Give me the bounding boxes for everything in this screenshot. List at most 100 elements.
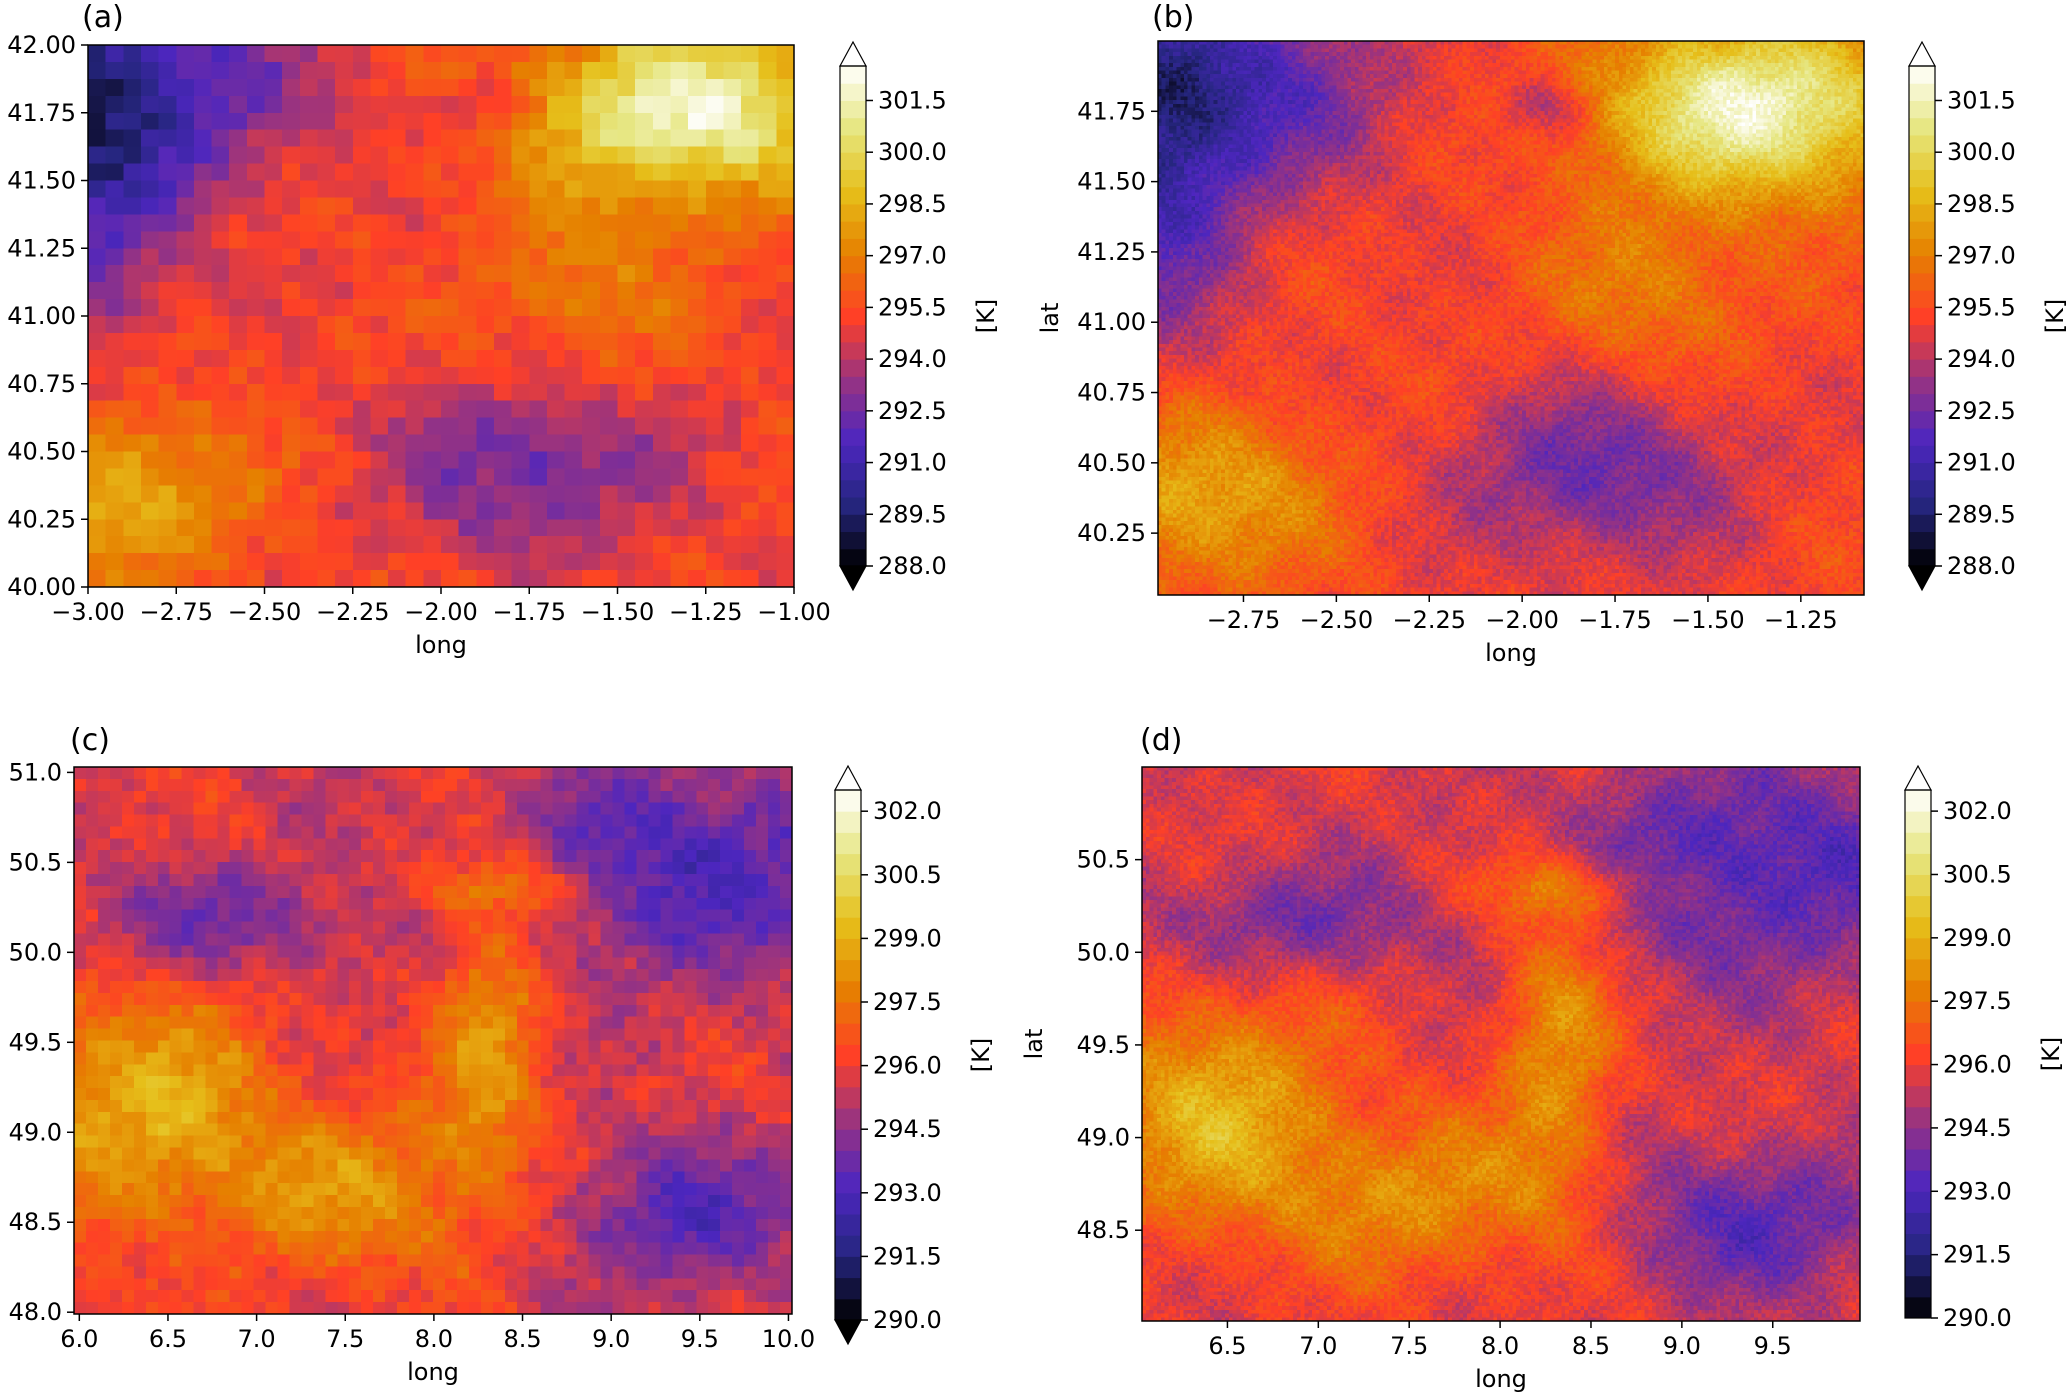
colorbar-segment — [1909, 255, 1935, 274]
y-tick-label: 50.5 — [1077, 846, 1130, 874]
x-tick-label: −1.00 — [757, 598, 831, 626]
colorbar-segment — [1905, 1296, 1931, 1319]
colorbar-segment — [1905, 1212, 1931, 1235]
colorbar: 288.0 289.5 291.0 292.5 294.0 295.5 297.0 298.5… — [1907, 40, 2067, 592]
colorbar-segment — [840, 548, 866, 567]
x-tick-label: 8.0 — [415, 1325, 453, 1353]
x-tick-label: −2.25 — [1392, 606, 1466, 634]
colorbar-segment — [840, 290, 866, 308]
colorbar-segment — [1905, 1085, 1931, 1108]
colorbar-tick-label: 288.0 — [1947, 552, 2016, 580]
colorbar-segment — [835, 959, 861, 982]
colorbar-segment — [840, 428, 866, 446]
colorbar-segment — [1905, 1043, 1931, 1066]
colorbar-segment — [1905, 1191, 1931, 1213]
colorbar-segment — [835, 1065, 861, 1088]
colorbar-label: [K] — [967, 1038, 995, 1072]
x-tick-label: 9.5 — [681, 1325, 719, 1353]
colorbar-segment — [840, 255, 866, 274]
panel-c: (c) 6.0 6.5 7.0 7.5 8.0 8.5 9.0 9.5 10.0 48.0 48.5 4… — [9, 723, 995, 1386]
panel-label: (a) — [82, 0, 124, 35]
colorbar-segment — [835, 1277, 861, 1300]
y-tick-label: 40.25 — [1077, 519, 1146, 547]
colorbar-segment — [840, 479, 866, 498]
x-tick-label: 10.0 — [762, 1325, 815, 1353]
heatmap-image — [74, 767, 792, 1314]
colorbar-segment — [1909, 134, 1935, 153]
colorbar-segment — [1909, 514, 1935, 533]
colorbar-segment — [840, 497, 866, 515]
axes-frame — [1141, 766, 1861, 1322]
y-tick-label: 49.0 — [9, 1118, 62, 1146]
colorbar-segment — [835, 832, 861, 855]
colorbar-segment — [1909, 531, 1935, 550]
colorbar: 288.0 289.5 291.0 292.5 294.0 295.5 297.0 298.5… — [838, 40, 1000, 592]
colorbar-tick-label: 292.5 — [878, 397, 947, 425]
x-axis-label: long — [407, 1358, 459, 1386]
x-tick-label: 7.5 — [326, 1325, 364, 1353]
colorbar-label: [K] — [2037, 1037, 2065, 1071]
colorbar-segment — [1905, 937, 1931, 960]
colorbar-segment — [1909, 324, 1935, 343]
colorbar-tick-label: 297.5 — [1943, 987, 2012, 1015]
colorbar-tick-label: 293.0 — [873, 1179, 942, 1207]
colorbar-segment — [840, 66, 866, 84]
colorbar-segment — [1909, 341, 1935, 360]
x-tick-label: 9.0 — [1663, 1332, 1701, 1360]
panel-label: (b) — [1152, 0, 1194, 35]
y-tick-label: 40.25 — [7, 505, 76, 533]
colorbar-segment — [1909, 100, 1935, 119]
y-tick-label: 49.0 — [1077, 1124, 1130, 1152]
colorbar-segment — [840, 272, 866, 291]
colorbar-tick-label: 296.0 — [873, 1052, 942, 1080]
colorbar-tick-label: 301.5 — [878, 86, 947, 114]
colorbar-tick-label: 300.5 — [873, 861, 942, 889]
colorbar-segment — [835, 1023, 861, 1045]
colorbar-tick-label: 289.5 — [1947, 500, 2016, 528]
colorbar-segment — [1909, 152, 1935, 170]
colorbar-segment — [1909, 307, 1935, 326]
colorbar-extend-min — [1907, 565, 1937, 592]
colorbar-segment — [840, 393, 866, 412]
colorbar-segment — [1909, 497, 1935, 515]
x-axis-label: long — [415, 631, 467, 659]
colorbar-segment — [1909, 238, 1935, 257]
y-tick-label: 41.50 — [7, 167, 76, 195]
y-tick-label: 41.25 — [7, 234, 76, 262]
colorbar-segment — [1905, 790, 1931, 812]
colorbar-segment — [835, 1002, 861, 1024]
colorbar-segment — [840, 203, 866, 222]
colorbar-segment — [1905, 1127, 1931, 1150]
y-tick-label: 41.50 — [1077, 168, 1146, 196]
colorbar-segment — [835, 1214, 861, 1236]
colorbar-segment — [1909, 393, 1935, 412]
colorbar-segment — [840, 238, 866, 257]
colorbar-segment — [840, 134, 866, 153]
colorbar-tick-label: 290.0 — [1943, 1304, 2012, 1332]
colorbar-segment — [1909, 221, 1935, 239]
colorbar-segment — [1905, 916, 1931, 939]
colorbar-segment — [1909, 548, 1935, 567]
y-tick-label: 50.5 — [9, 848, 62, 876]
colorbar-segment — [840, 100, 866, 119]
colorbar-tick-label: 301.5 — [1947, 86, 2016, 114]
colorbar-tick-label: 294.5 — [873, 1115, 942, 1143]
colorbar-tick-label: 302.0 — [873, 797, 942, 825]
heatmap-image — [88, 45, 794, 587]
colorbar-segment — [1905, 895, 1931, 918]
colorbar-frame — [1904, 789, 1932, 1319]
y-tick-label: 41.00 — [7, 302, 76, 330]
colorbar-tick-label: 291.5 — [1943, 1241, 2012, 1269]
colorbar-tick-label: 293.0 — [1943, 1177, 2012, 1205]
colorbar-segment — [1909, 117, 1935, 136]
panel-d: (d) 6.5 7.0 7.5 8.0 8.5 9.0 9.5 48.5 49.0 49.5 50.0… — [1020, 723, 2065, 1393]
colorbar-segment — [1905, 811, 1931, 833]
colorbar-segment — [835, 1192, 861, 1215]
colorbar-segment — [840, 324, 866, 343]
x-tick-label: −2.00 — [404, 598, 478, 626]
colorbar-segment — [840, 186, 866, 205]
colorbar-segment — [1909, 83, 1935, 101]
y-tick-label: 51.0 — [9, 758, 62, 786]
colorbar-segment — [835, 1150, 861, 1173]
y-tick-label: 48.5 — [1077, 1216, 1130, 1244]
